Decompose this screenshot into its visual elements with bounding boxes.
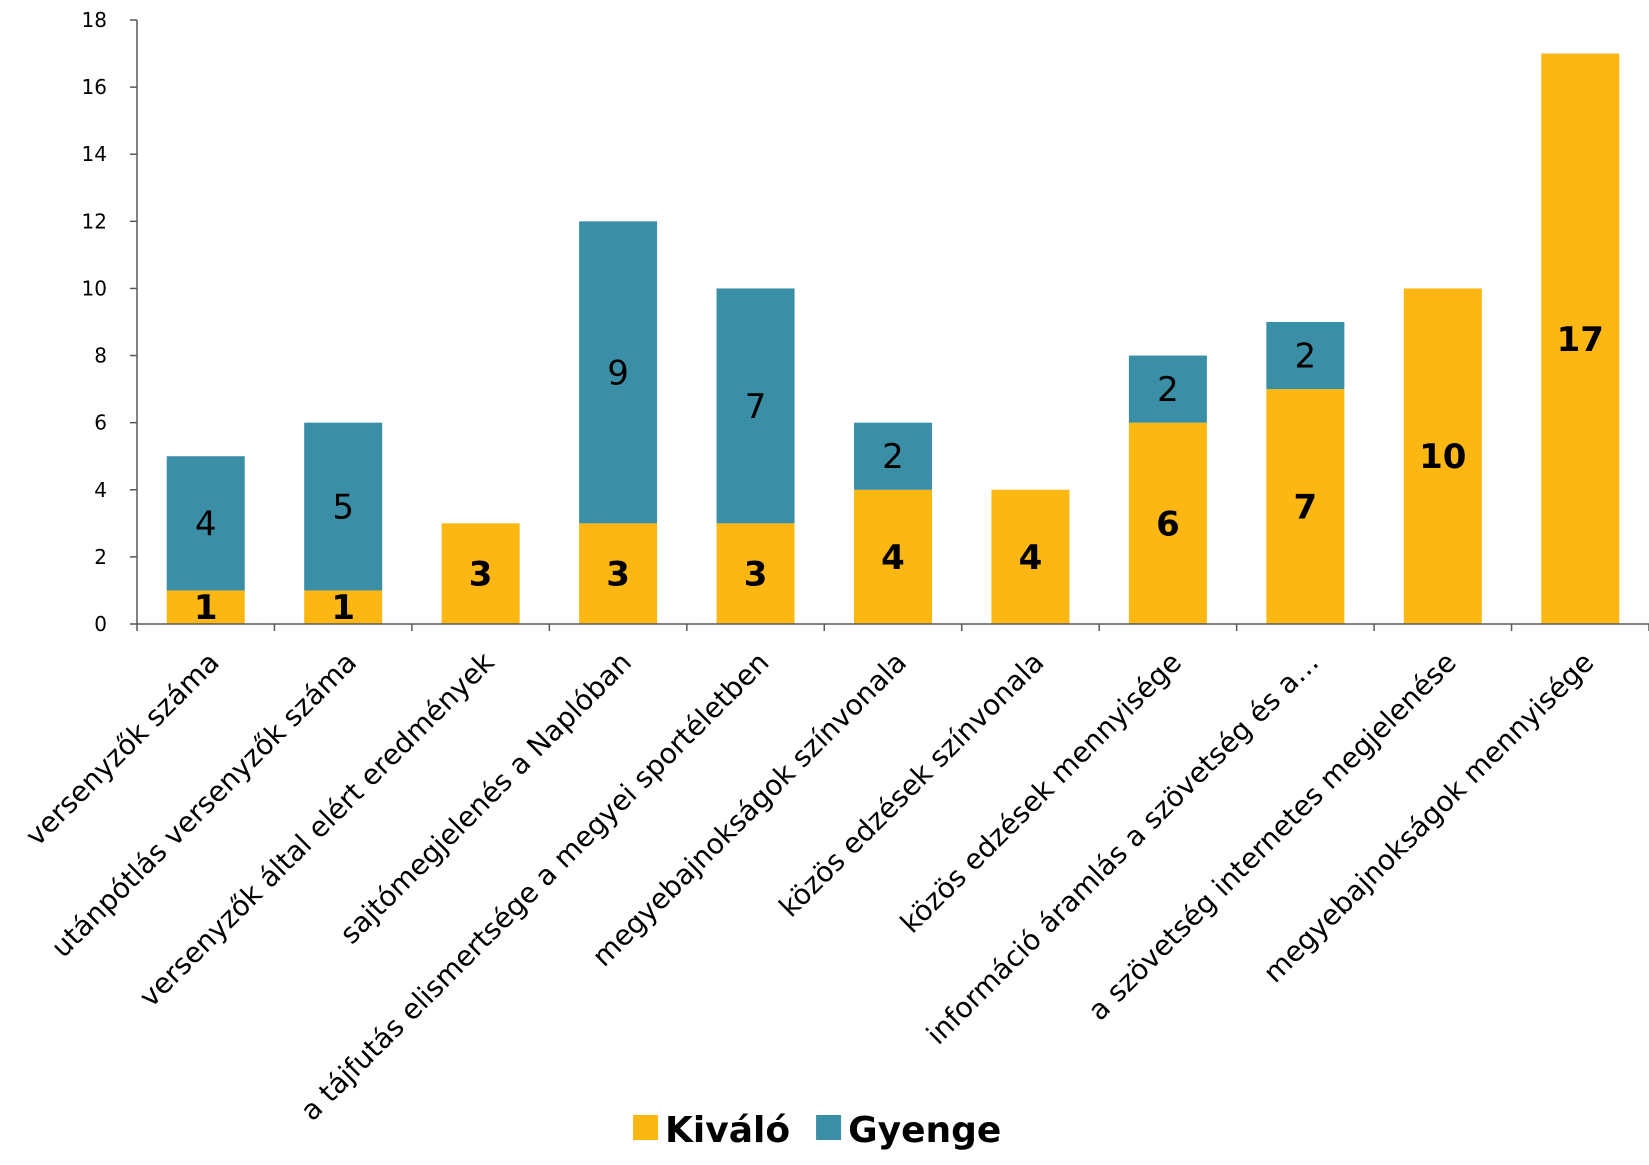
bar-gyenge: [1128, 355, 1207, 423]
bar-kivalo: [441, 523, 520, 624]
data-label: 3: [744, 555, 768, 595]
data-label: 1: [194, 588, 218, 628]
data-label: 6: [1156, 504, 1180, 544]
data-label: 3: [606, 555, 630, 595]
y-tick-label: 16: [82, 75, 107, 99]
bar-gyenge: [166, 456, 245, 591]
bar-gyenge: [854, 422, 932, 490]
bar-kivalo: [1541, 53, 1620, 625]
data-label: 7: [745, 387, 767, 427]
data-label: 17: [1557, 320, 1604, 360]
bar-kivalo: [1403, 288, 1482, 624]
data-label: 7: [1294, 488, 1318, 528]
bar-kivalo: [579, 523, 658, 624]
y-tick-label: 18: [82, 8, 107, 32]
y-tick-label: 14: [82, 142, 107, 166]
bar-gyenge: [1266, 322, 1345, 390]
bar-kivalo: [304, 590, 383, 624]
bar-kivalo: [1128, 422, 1207, 624]
data-label: 2: [1157, 370, 1179, 410]
data-label: 1: [331, 588, 355, 628]
legend-swatch-kivalo: [633, 1115, 658, 1140]
data-label: 3: [469, 555, 493, 595]
data-label: 4: [195, 504, 217, 544]
y-tick-label: 8: [94, 344, 107, 368]
y-tick-label: 2: [94, 545, 107, 569]
bar-kivalo: [166, 590, 245, 624]
y-tick-label: 10: [82, 276, 107, 300]
bar-kivalo: [1266, 389, 1345, 624]
bars-group: 1 4 1 5 3 3 9 3 7 4 2 4 6 2 7 2 10 17: [166, 53, 1620, 628]
x-category-label: sajtómegjelenés a Naplóban: [333, 646, 638, 951]
y-tick-label: 0: [94, 612, 107, 636]
bar-gyenge: [716, 288, 795, 524]
legend-swatch-gyenge: [816, 1115, 842, 1140]
bar-gyenge: [304, 422, 383, 591]
data-label: 10: [1419, 437, 1466, 477]
y-tick-label: 4: [94, 478, 107, 502]
data-label: 4: [881, 538, 905, 578]
legend: Kiváló Gyenge: [633, 1110, 1001, 1151]
legend-label-gyenge: Gyenge: [848, 1110, 1001, 1151]
bar-kivalo: [991, 489, 1070, 624]
y-tick-label: 6: [94, 411, 107, 435]
bar-kivalo: [854, 489, 932, 624]
y-tick-label: 12: [82, 209, 107, 233]
x-category-label: közös edzések mennyisége: [894, 646, 1188, 940]
legend-label-kivalo: Kiváló: [665, 1110, 790, 1151]
x-category-label: utánpótlás versenyzők száma: [45, 646, 363, 964]
bar-kivalo: [716, 523, 795, 624]
bar-gyenge: [579, 221, 658, 524]
data-label: 2: [882, 437, 904, 477]
data-label: 2: [1295, 337, 1317, 377]
data-label: 4: [1019, 538, 1043, 578]
data-label: 5: [332, 488, 354, 528]
x-category-label: a tájfutás elismertsége a megyei sportél…: [294, 646, 776, 1128]
x-category-label: közös edzések színvonala: [773, 646, 1051, 924]
y-axis: 0 2 4 6 8 10 12 14 16 18: [82, 8, 138, 636]
data-label: 9: [607, 353, 629, 393]
